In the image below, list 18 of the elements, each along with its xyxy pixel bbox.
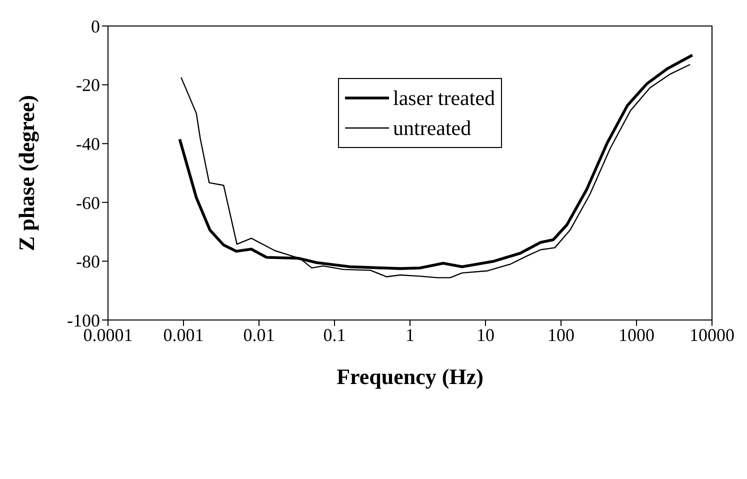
x-tick-label: 0.01 — [243, 324, 275, 345]
y-tick-label: -100 — [67, 310, 100, 330]
x-axis-title: Frequency (Hz) — [336, 364, 484, 389]
legend-label: laser treated — [393, 85, 496, 112]
y-tick-label: -40 — [76, 134, 100, 154]
y-tick-label: -80 — [76, 252, 100, 272]
y-tick-label: 0 — [91, 16, 100, 36]
x-tick-label: 0.001 — [163, 324, 204, 345]
x-tick-label: 10000 — [690, 324, 734, 345]
x-tick-label: 0.1 — [323, 324, 346, 345]
y-axis-title: Z phase (degree) — [14, 94, 39, 252]
y-tick-label: -60 — [76, 192, 100, 213]
y-tick-label: -20 — [76, 75, 100, 96]
x-tick-label: 100 — [548, 324, 574, 345]
legend-label: untreated — [393, 115, 472, 142]
x-tick-label: 1000 — [618, 324, 654, 345]
x-tick-label: 1 — [406, 324, 414, 345]
x-tick-label: 10 — [476, 324, 494, 345]
